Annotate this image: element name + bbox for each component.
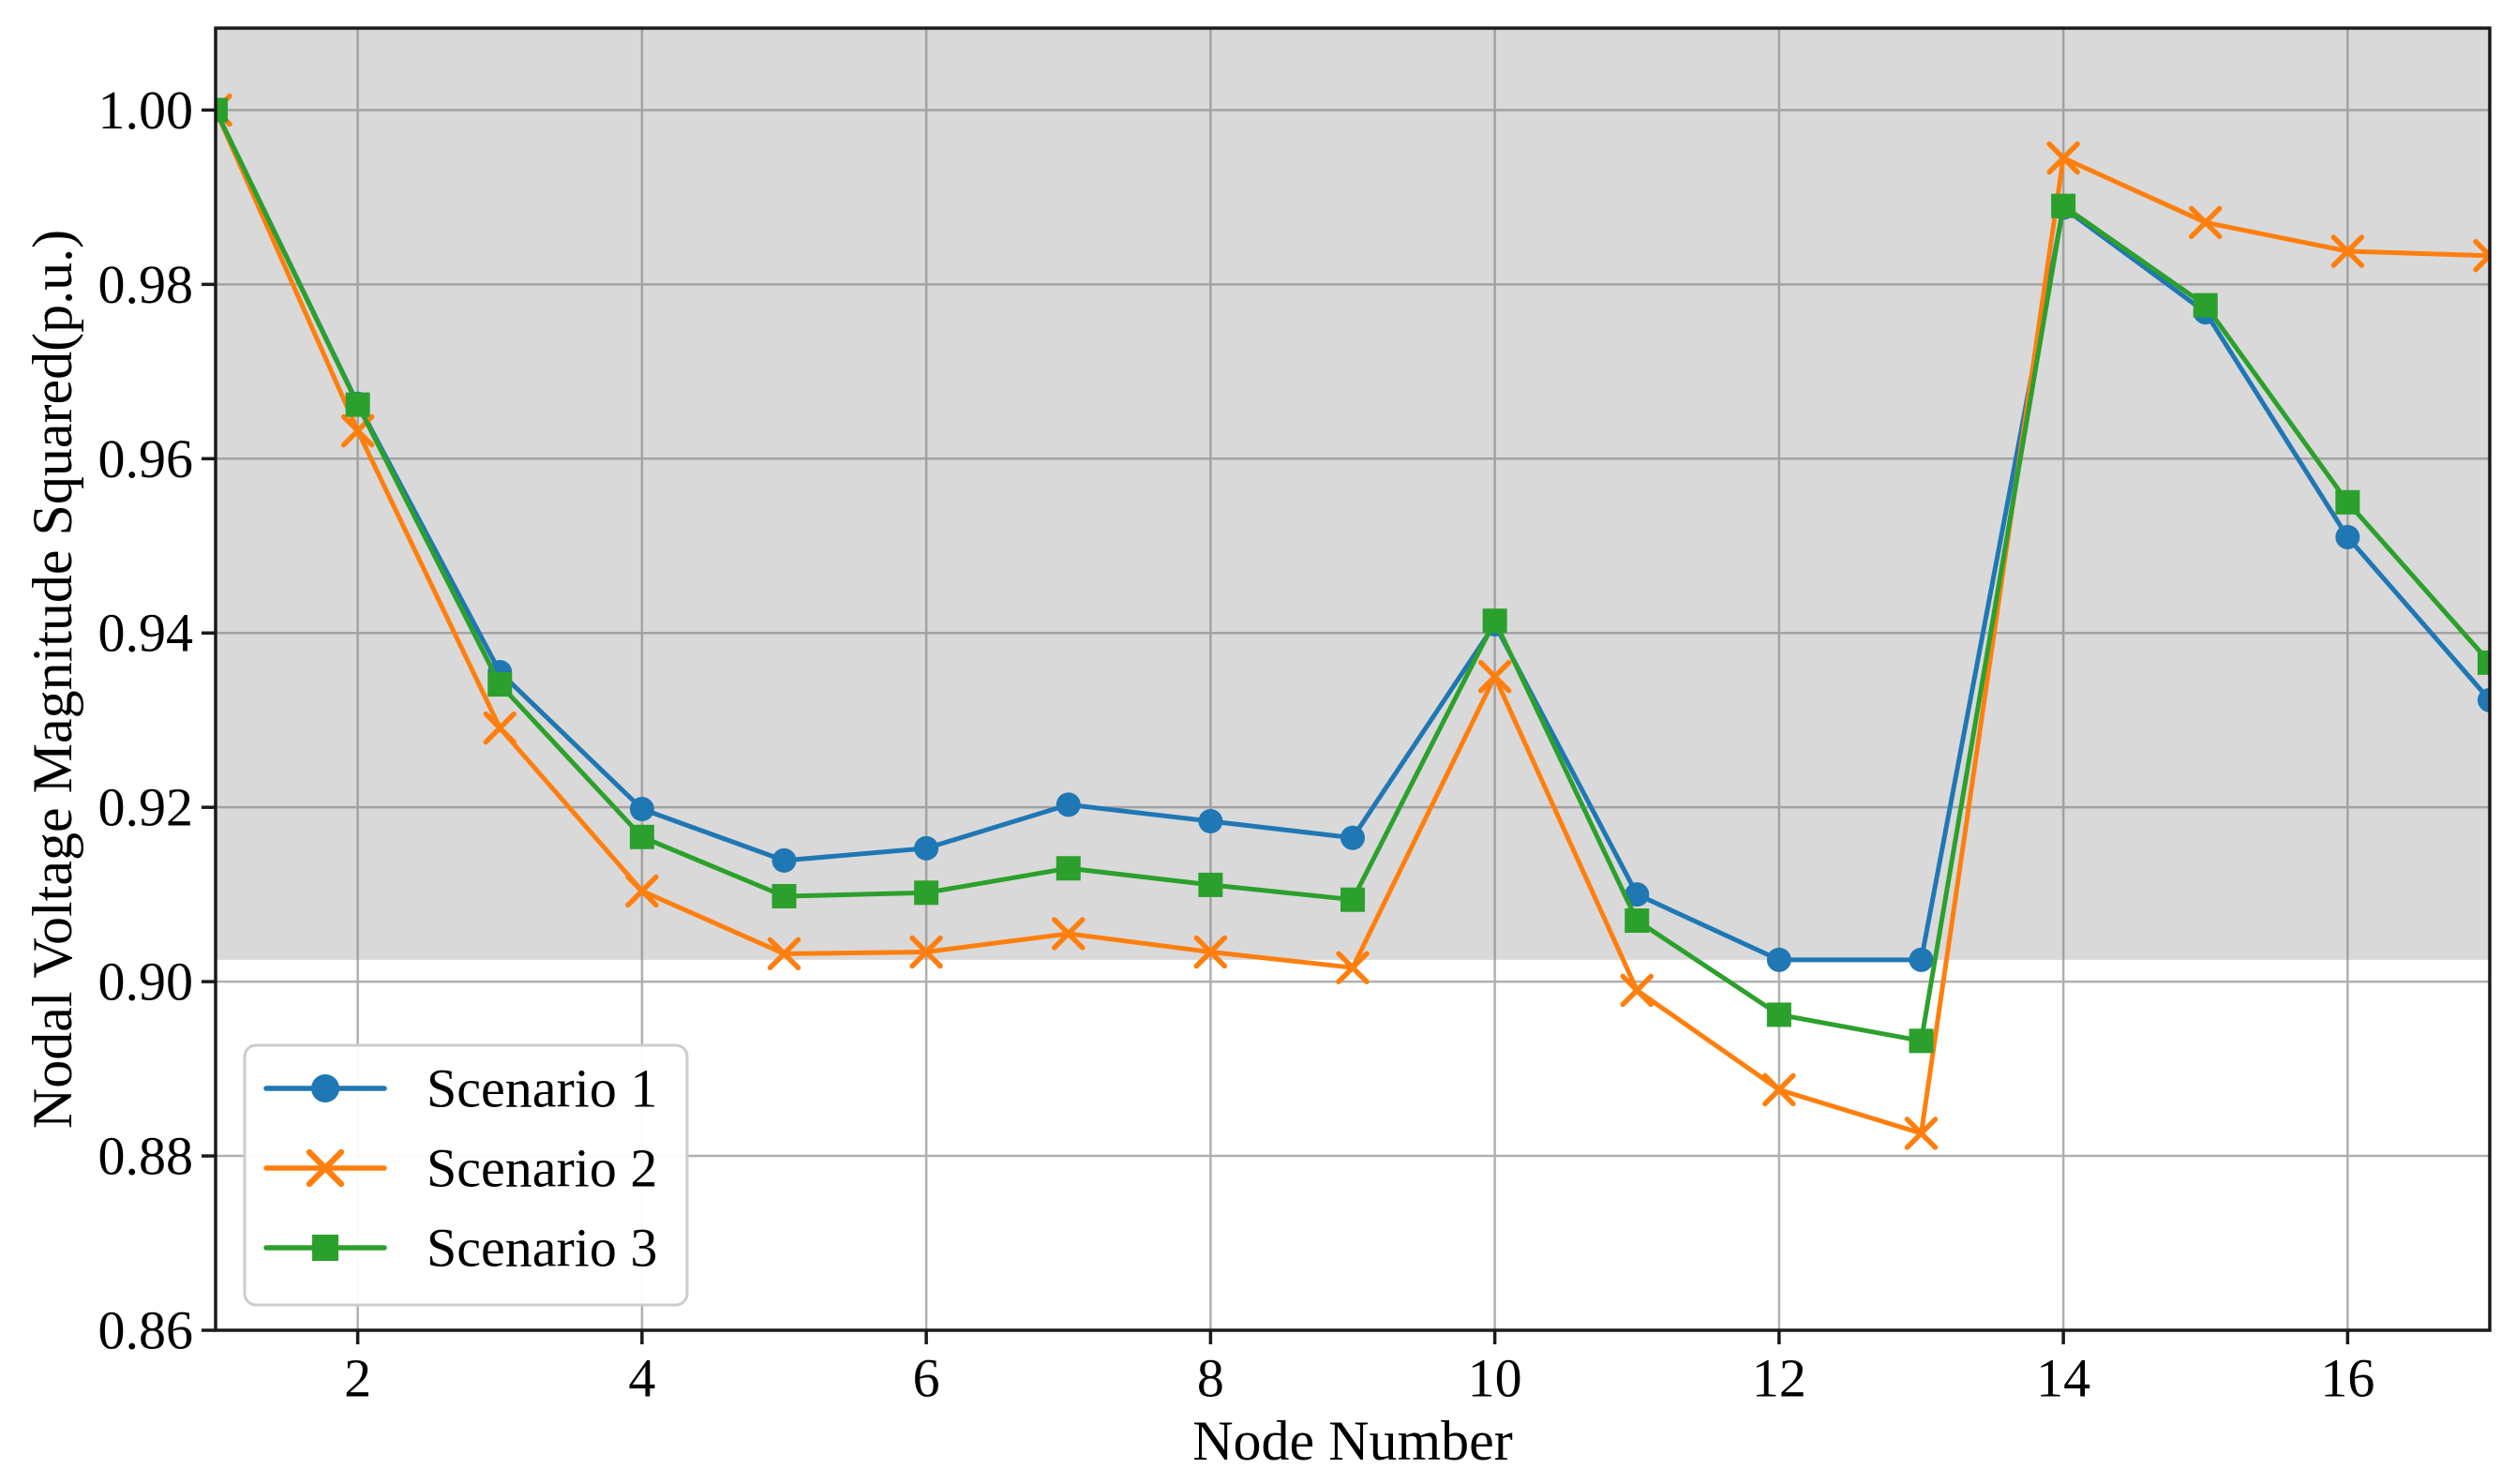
- series-scenario-2-point-4: [625, 874, 659, 908]
- plot-border: [214, 26, 2492, 1332]
- series-scenario-3-point-15: [2193, 292, 2218, 318]
- series-scenario-3-point-9: [1340, 887, 1365, 912]
- y-tick-label-1.00: 1.00: [98, 80, 194, 141]
- tick-marks: [202, 108, 2350, 1344]
- legend-item-scenario-3: Scenario 3: [263, 1218, 657, 1279]
- legend-item-scenario-1: Scenario 1: [263, 1058, 657, 1119]
- series-scenario-2-point-11: [1620, 973, 1654, 1008]
- series-scenario-1-point-9: [1340, 825, 1365, 850]
- y-tick-label-0.90: 0.90: [98, 952, 194, 1012]
- series-scenario-3-point-4: [629, 824, 654, 849]
- series-scenario-1-point-6: [914, 835, 939, 861]
- legend-x-marker-icon: [306, 1148, 345, 1188]
- shaded-voltage-limit-region: [216, 28, 2490, 960]
- series-scenario-3-point-7: [1056, 856, 1081, 881]
- series-scenario-1-point-7: [1056, 792, 1081, 817]
- series-scenario-2-point-9: [1336, 951, 1370, 984]
- series-scenario-1-point-13: [1909, 947, 1934, 972]
- x-tick-label-14: 14: [2036, 1348, 2090, 1409]
- series-scenario-2-point-10: [1477, 659, 1512, 694]
- legend-item-scenario-2: Scenario 2: [263, 1138, 657, 1199]
- legend-square-marker-icon: [312, 1235, 338, 1261]
- series-scenario-3-point-10: [1482, 608, 1507, 634]
- y-tick-label-0.88: 0.88: [98, 1126, 194, 1187]
- series-scenario-1-point-12: [1766, 947, 1791, 972]
- series-scenario-2-point-6: [909, 935, 943, 969]
- series-scenario-2-point-8: [1193, 935, 1228, 969]
- series-scenario-2-point-16: [2330, 234, 2365, 268]
- y-tick-label-0.96: 0.96: [98, 428, 194, 489]
- legend-label-scenario-1: Scenario 1: [427, 1058, 657, 1119]
- series-scenario-3-point-17: [2478, 650, 2490, 675]
- series-scenario-3-point-8: [1198, 872, 1223, 897]
- series-scenario-3-point-3: [487, 672, 513, 697]
- series-scenario-1-point-17: [2478, 687, 2490, 712]
- series-scenario-3-point-13: [1909, 1028, 1934, 1054]
- legend-box: [243, 1043, 689, 1307]
- y-tick-label-0.86: 0.86: [98, 1300, 194, 1361]
- series-scenario-1-point-16: [2335, 524, 2360, 549]
- x-tick-label-8: 8: [1197, 1348, 1224, 1409]
- series-scenario-3-point-16: [2335, 489, 2360, 515]
- legend-label-scenario-2: Scenario 2: [427, 1138, 657, 1199]
- series-scenario-2-point-5: [767, 937, 801, 971]
- series-scenario-3-point-6: [914, 880, 939, 906]
- x-tick-label-12: 12: [1752, 1348, 1806, 1409]
- gridlines: [216, 28, 2490, 1332]
- x-tick-label-2: 2: [344, 1348, 371, 1409]
- series-scenario-2-point-7: [1052, 917, 1086, 951]
- x-tick-label-16: 16: [2320, 1348, 2374, 1409]
- series-scenario-3-point-14: [2051, 193, 2076, 218]
- series-scenario-1-point-11: [1625, 882, 1650, 907]
- series-scenario-3: [216, 97, 2490, 1054]
- y-tick-label-0.92: 0.92: [98, 777, 194, 838]
- x-tick-label-4: 4: [628, 1348, 655, 1409]
- series-scenario-2-point-3: [483, 711, 517, 745]
- x-tick-label-6: 6: [913, 1348, 940, 1409]
- series-scenario-2-point-17: [2473, 238, 2490, 273]
- series-scenario-3-point-12: [1766, 1002, 1791, 1027]
- tick-labels: 2 4 6 8 10 12 14 16 0.86 0.88 0.90 0.92 0.94 0.96 0.98…: [98, 80, 2375, 1409]
- y-tick-label-0.98: 0.98: [98, 254, 194, 315]
- series-scenario-2-point-13: [1904, 1117, 1939, 1150]
- plot-series-area: [216, 93, 2490, 1150]
- series-scenario-1-point-8: [1198, 809, 1223, 834]
- series-scenario-2-point-12: [1762, 1072, 1796, 1107]
- series-scenario-3-point-2: [345, 392, 370, 417]
- x-axis-label: Node Number: [1192, 1410, 1513, 1472]
- legend: Scenario 1 Scenario 2 Scenario 3: [243, 1043, 689, 1307]
- series-scenario-1-point-4: [629, 797, 654, 822]
- series-scenario-3-point-11: [1625, 908, 1650, 934]
- series-scenario-3-point-5: [771, 884, 797, 908]
- legend-circle-marker-icon: [311, 1074, 339, 1102]
- x-tick-label-10: 10: [1468, 1348, 1522, 1409]
- y-axis-label: Nodal Voltage Magnitude Squared(p.u.): [22, 230, 83, 1129]
- series-scenario-2-point-14: [2046, 141, 2080, 175]
- series-scenario-2-point-15: [2189, 205, 2223, 240]
- y-tick-label-0.94: 0.94: [98, 603, 194, 664]
- legend-label-scenario-3: Scenario 3: [427, 1218, 657, 1279]
- series-scenario-1-point-5: [771, 847, 797, 873]
- series-scenario-3-point-1: [216, 97, 228, 123]
